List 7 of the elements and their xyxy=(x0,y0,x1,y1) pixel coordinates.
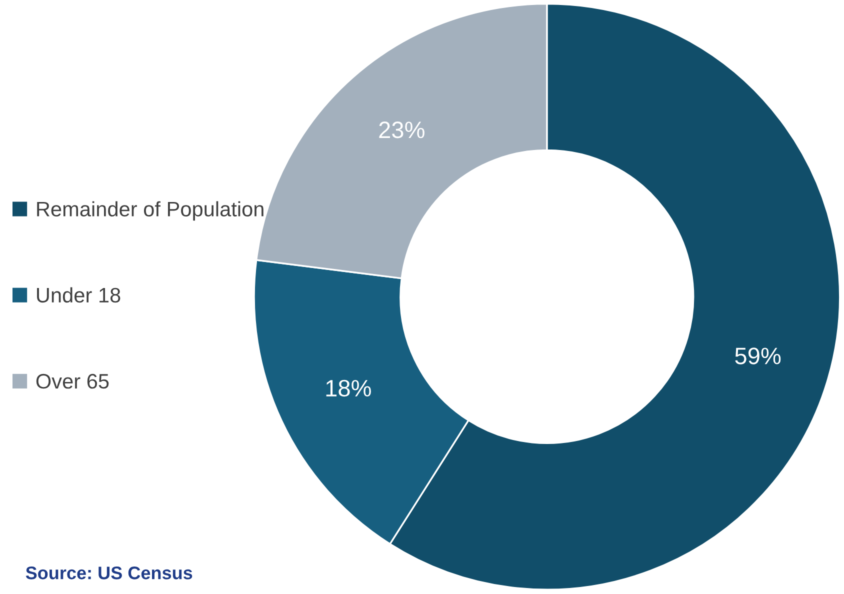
data-label: 23% xyxy=(379,122,424,138)
source-note: Source: US Census xyxy=(26,566,192,580)
legend-label: Under 18 xyxy=(37,287,120,303)
data-label: 18% xyxy=(326,380,371,397)
legend-label: Over 65 xyxy=(36,374,109,389)
data-label: 59% xyxy=(735,348,781,364)
legend-label: Remainder of Population xyxy=(37,201,264,221)
